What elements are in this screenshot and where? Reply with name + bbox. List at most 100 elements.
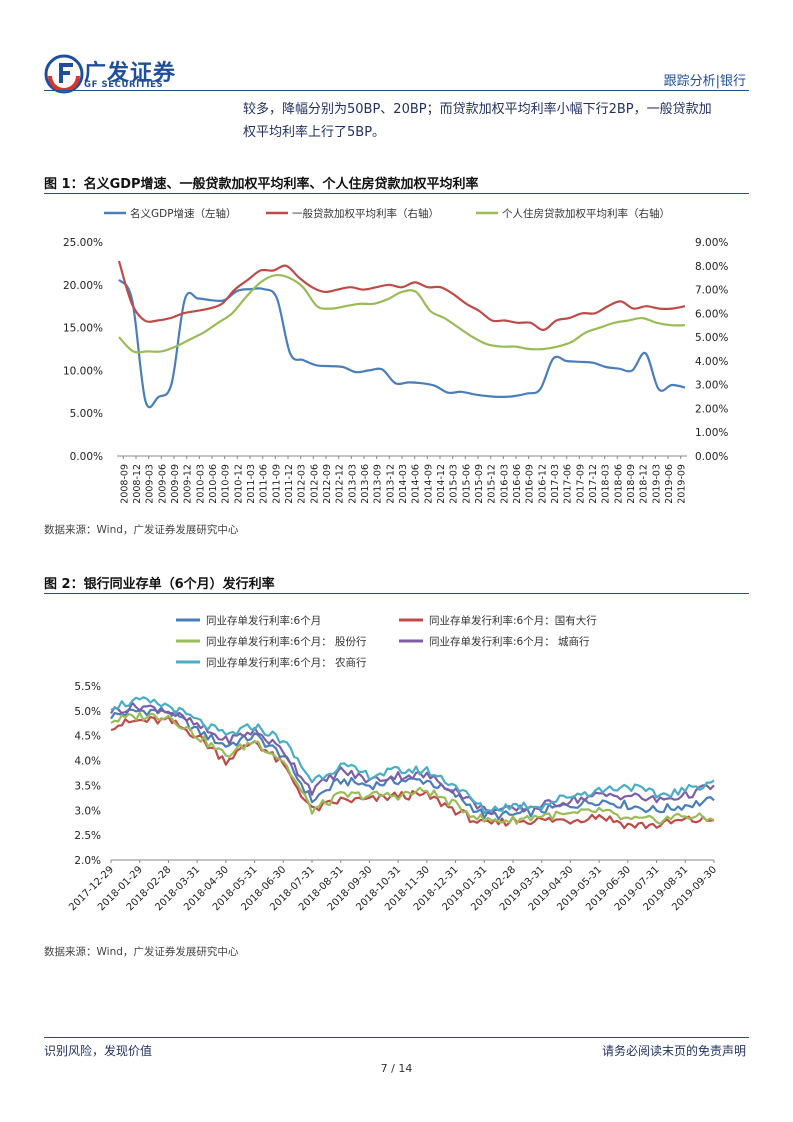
- y-left-tick-label: 0.00%: [70, 451, 103, 463]
- x-tick-label: 2016-12: [537, 464, 548, 504]
- y-left-tick-label: 10.00%: [63, 365, 103, 377]
- footer-slogan: 识别风险，发现价值: [44, 1044, 153, 1058]
- y-right-tick-label: 4.00%: [695, 356, 728, 368]
- x-tick-label: 2013-09: [373, 464, 384, 504]
- x-tick-label: 2013-03: [347, 464, 358, 504]
- y-left-tick-label: 20.00%: [63, 280, 103, 292]
- x-tick-label: 2010-06: [208, 464, 219, 504]
- x-tick-label: 2009-12: [183, 464, 194, 504]
- x-tick-label: 2013-12: [385, 464, 396, 504]
- x-tick-label: 2014-09: [423, 464, 434, 504]
- x-tick-label: 2013-06: [360, 464, 371, 504]
- footer-disclaimer: 请务必阅读末页的免责声明: [601, 1044, 746, 1058]
- x-tick-label: 2016-09: [525, 464, 536, 504]
- x-tick-label: 2011-12: [284, 464, 295, 504]
- series-line: [110, 711, 715, 825]
- series-line: [118, 273, 686, 354]
- x-tick-label: 2014-12: [436, 464, 447, 504]
- y-tick-label: 2.0%: [74, 855, 101, 867]
- y-right-tick-label: 8.00%: [695, 261, 728, 273]
- y-tick-label: 5.5%: [74, 681, 101, 693]
- y-left-tick-label: 25.00%: [63, 237, 103, 249]
- x-tick-label: 2012-09: [322, 464, 333, 504]
- x-tick-label: 2017-12: [588, 464, 599, 504]
- y-tick-label: 4.0%: [74, 756, 101, 768]
- x-tick-label: 2019-06: [664, 464, 675, 504]
- series-line: [110, 701, 715, 816]
- figure-1-rule: [44, 193, 749, 194]
- y-tick-label: 3.0%: [74, 805, 101, 817]
- x-tick-label: 2015-06: [461, 464, 472, 504]
- x-tick-label: 2019-03: [651, 464, 662, 504]
- y-tick-label: 4.5%: [74, 731, 101, 743]
- figure-1-source: 数据来源：Wind，广发证券发展研究中心: [44, 524, 239, 536]
- x-tick-label: 2009-06: [157, 464, 168, 504]
- y-right-tick-label: 1.00%: [695, 427, 728, 439]
- x-tick-label: 2010-12: [233, 464, 244, 504]
- series-line: [110, 706, 715, 821]
- chart-2: 同业存单发行利率:6个月 同业存单发行利率:6个月：国有大行同业存单发行利率:6个…: [67, 614, 719, 913]
- y-right-tick-label: 2.00%: [695, 403, 728, 415]
- report-type: 跟踪分析|银行: [663, 74, 746, 89]
- x-tick-label: 2011-03: [246, 464, 257, 504]
- x-tick-label: 2008-12: [132, 464, 143, 504]
- y-tick-label: 3.5%: [74, 780, 101, 792]
- x-tick-label: 2018-06: [613, 464, 624, 504]
- y-right-tick-label: 6.00%: [695, 308, 728, 320]
- x-tick-label: 2010-03: [195, 464, 206, 504]
- footer-divider: [44, 1037, 749, 1038]
- x-tick-label: 2009-03: [145, 464, 156, 504]
- series-line: [118, 278, 686, 409]
- y-right-tick-label: 0.00%: [695, 451, 728, 463]
- y-right-tick-label: 3.00%: [695, 380, 728, 392]
- x-tick-label: 2017-06: [563, 464, 574, 504]
- y-tick-label: 2.5%: [74, 830, 101, 842]
- y-right-tick-label: 5.00%: [695, 332, 728, 344]
- series-line: [110, 715, 715, 830]
- legend-label: 同业存单发行利率:6个月: [206, 614, 321, 627]
- figure-2-rule: [44, 593, 749, 594]
- legend-label: 同业存单发行利率:6个月： 农商行: [206, 656, 367, 669]
- x-tick-label: 2012-06: [309, 464, 320, 504]
- x-tick-label: 2018-12: [639, 464, 650, 504]
- x-tick-label: 2015-09: [474, 464, 485, 504]
- y-tick-label: 5.0%: [74, 706, 101, 718]
- body-paragraph: 较多，降幅分别为50BP、20BP；而贷款加权平均利率小幅下行2BP，一般贷款加…: [243, 98, 749, 144]
- x-tick-label: 2018-09: [626, 464, 637, 504]
- figure-1-title: 图 1：名义GDP增速、一般贷款加权平均利率、个人住房贷款加权平均利率: [44, 177, 479, 192]
- legend-label: 同业存单发行利率:6个月：国有大行: [429, 614, 597, 627]
- x-tick-label: 2011-06: [259, 464, 270, 504]
- x-tick-label: 2015-12: [487, 464, 498, 504]
- x-tick-label: 2009-09: [170, 464, 181, 504]
- body-line-2: 权平均利率上行了5BP。: [243, 125, 386, 140]
- legend-label: 名义GDP增速（左轴）: [130, 207, 237, 220]
- x-tick-label: 2014-03: [398, 464, 409, 504]
- y-left-tick-label: 15.00%: [63, 323, 103, 335]
- series-line: [110, 696, 715, 815]
- figure-2-title: 图 2：银行同业存单（6个月）发行利率: [44, 577, 275, 592]
- x-tick-label: 2015-03: [449, 464, 460, 504]
- y-left-tick-label: 5.00%: [70, 408, 103, 420]
- x-tick-label: 2017-03: [550, 464, 561, 504]
- legend-label: 个人住房贷款加权平均利率（右轴）: [502, 207, 670, 220]
- y-right-tick-label: 7.00%: [695, 285, 728, 297]
- x-tick-label: 2014-06: [411, 464, 422, 504]
- logo-english: GF SECURITIES: [84, 80, 164, 90]
- chart-1: 名义GDP增速（左轴） 一般贷款加权平均利率（右轴） 个人住房贷款加权平均利率（右轴…: [63, 207, 728, 504]
- page-number: 7 / 14: [380, 1062, 413, 1075]
- legend-label: 同业存单发行利率:6个月： 股份行: [206, 635, 367, 648]
- x-tick-label: 2011-09: [271, 464, 282, 504]
- legend-label: 同业存单发行利率:6个月： 城商行: [429, 635, 590, 648]
- header-divider: [44, 90, 749, 91]
- figure-2-source: 数据来源：Wind，广发证券发展研究中心: [44, 946, 239, 958]
- gf-logo-icon: [44, 54, 84, 94]
- x-tick-label: 2008-09: [119, 464, 130, 504]
- x-tick-label: 2018-03: [601, 464, 612, 504]
- legend-label: 一般贷款加权平均利率（右轴）: [292, 207, 439, 220]
- x-tick-label: 2012-12: [335, 464, 346, 504]
- y-right-tick-label: 9.00%: [695, 237, 728, 249]
- series-line: [117, 260, 686, 332]
- x-tick-label: 2016-03: [499, 464, 510, 504]
- body-line-1: 较多，降幅分别为50BP、20BP；而贷款加权平均利率小幅下行2BP，一般贷款加: [243, 102, 712, 117]
- logo-name: 广发证券: [84, 61, 177, 86]
